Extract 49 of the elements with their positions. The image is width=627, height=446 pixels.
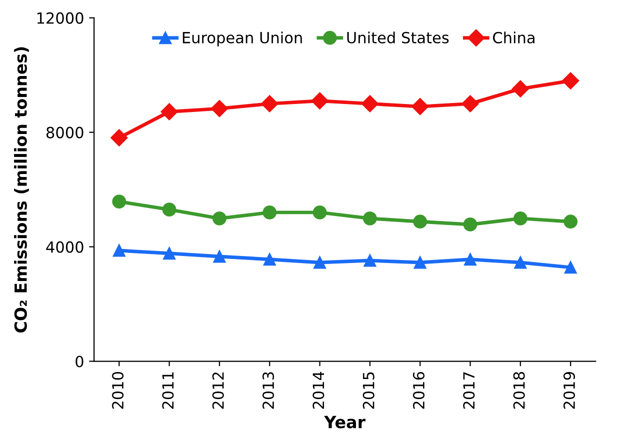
- point: [362, 212, 377, 226]
- x-tick-label: 2014: [312, 372, 324, 409]
- point: [261, 95, 278, 112]
- x-tick-label: 2019: [563, 372, 576, 409]
- point: [414, 256, 426, 269]
- legend-label: China: [493, 32, 534, 44]
- y-tick-label: 0: [76, 356, 84, 368]
- point: [513, 212, 528, 226]
- point: [314, 256, 326, 269]
- point: [312, 206, 327, 220]
- x-tick-label: 2013: [262, 372, 274, 409]
- point: [163, 247, 176, 260]
- point: [160, 103, 178, 120]
- point: [564, 214, 578, 229]
- legend-label: European Union: [182, 32, 302, 46]
- point: [112, 244, 126, 257]
- point: [263, 253, 276, 266]
- x-tick-label: 2010: [112, 372, 124, 409]
- x-tick-label: 2018: [513, 372, 525, 409]
- point: [412, 98, 429, 116]
- point: [361, 95, 378, 112]
- point: [463, 218, 478, 232]
- point: [462, 95, 479, 112]
- point: [210, 100, 228, 118]
- x-tick-label: 2016: [412, 372, 425, 409]
- point: [512, 80, 529, 98]
- x-tick-label: 2015: [362, 372, 374, 409]
- legend-label: United States: [347, 32, 449, 44]
- y-tick-label: 4000: [46, 241, 84, 253]
- point: [112, 194, 126, 209]
- y-axis-title: CO₂ Emissions (million tonnes): [14, 47, 29, 332]
- point: [110, 129, 128, 146]
- y-tick-label: 12000: [37, 12, 84, 24]
- point: [413, 214, 428, 229]
- point: [464, 253, 476, 266]
- x-axis-title: Year: [324, 416, 366, 428]
- x-tick-label: 2017: [463, 372, 475, 409]
- point: [162, 202, 176, 217]
- y-tick-label: 8000: [46, 126, 84, 138]
- point: [311, 92, 328, 110]
- x-tick-label: 2012: [212, 372, 224, 409]
- point: [564, 261, 577, 274]
- point: [364, 254, 376, 267]
- point: [514, 256, 527, 269]
- point: [262, 206, 277, 220]
- point: [562, 72, 580, 90]
- point: [212, 212, 226, 226]
- point: [213, 250, 226, 263]
- x-tick-label: 2011: [162, 372, 174, 409]
